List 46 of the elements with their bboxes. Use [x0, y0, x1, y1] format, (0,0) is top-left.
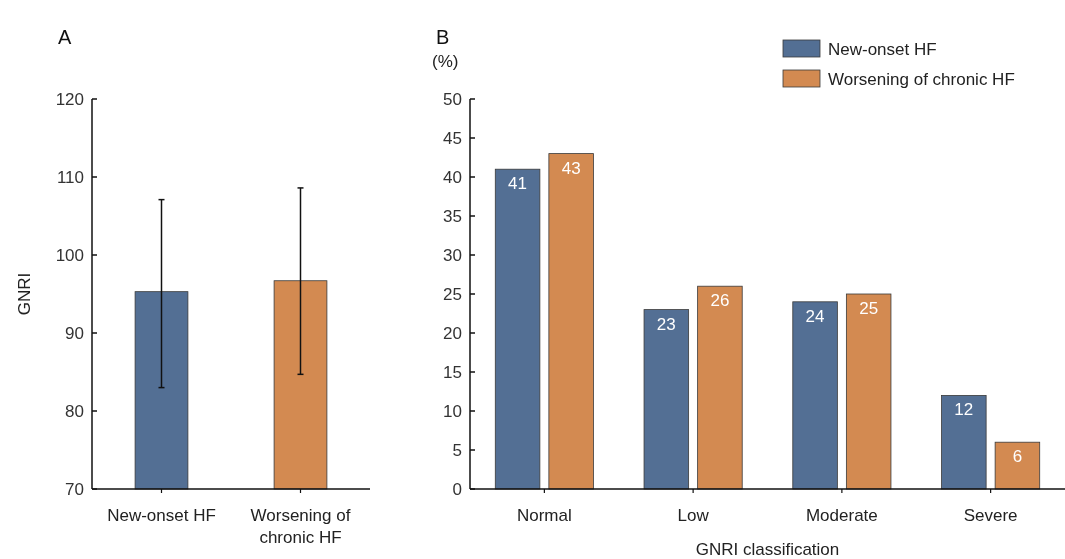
y-tick-label: 35: [443, 206, 462, 226]
legend-label: Worsening of chronic HF: [828, 69, 1015, 89]
y-tick-label: 50: [443, 89, 462, 109]
y-tick-label: 45: [443, 128, 462, 148]
y-tick-label: 100: [55, 245, 84, 265]
data-label: 6: [1012, 447, 1023, 467]
data-label: 23: [656, 314, 676, 334]
legend-label: New-onset HF: [828, 39, 937, 59]
y-tick-label: 40: [443, 167, 462, 187]
y-tick-label: 110: [56, 167, 84, 187]
y-tick-label: 90: [65, 323, 84, 343]
y-tick-label: 25: [443, 284, 462, 304]
chart-title: A: [58, 26, 72, 48]
y-tick-label: 20: [443, 323, 462, 343]
y-tick-label: 120: [55, 89, 84, 109]
bar: [494, 168, 541, 490]
data-label: 12: [954, 400, 974, 420]
bar: [994, 441, 1041, 490]
y-tick-label: 70: [65, 479, 84, 499]
x-axis-title: GNRI classification: [695, 540, 840, 559]
data-label: 26: [710, 291, 730, 311]
bar: [643, 309, 690, 490]
data-label: 43: [561, 158, 581, 178]
x-tick-label: New-onset HF: [107, 506, 216, 525]
y-axis-title: GNRI: [15, 272, 34, 316]
x-tick-label: Worsening of chronic HF: [250, 506, 351, 547]
y-tick-label: 0: [452, 479, 462, 499]
x-tick-label: Normal: [516, 506, 572, 525]
chart-title: B: [436, 26, 450, 48]
bar: [941, 395, 987, 490]
bar: [845, 293, 892, 490]
y-tick-label: 80: [65, 401, 84, 421]
y-tick-label: 30: [443, 245, 462, 265]
x-tick-label: Severe: [963, 506, 1018, 525]
bar: [548, 153, 594, 490]
y-tick-label: 5: [452, 440, 462, 460]
data-label: 41: [508, 174, 528, 194]
y-tick-label: 15: [443, 362, 462, 382]
x-tick-label: Moderate: [805, 506, 878, 525]
x-tick-label: Low: [677, 506, 710, 525]
data-label: 25: [859, 299, 879, 318]
bar: [697, 285, 743, 490]
data-label: 24: [805, 306, 825, 326]
y-tick-label: 10: [443, 401, 462, 421]
bar: [792, 301, 838, 490]
y-axis-title: (%): [432, 52, 459, 71]
